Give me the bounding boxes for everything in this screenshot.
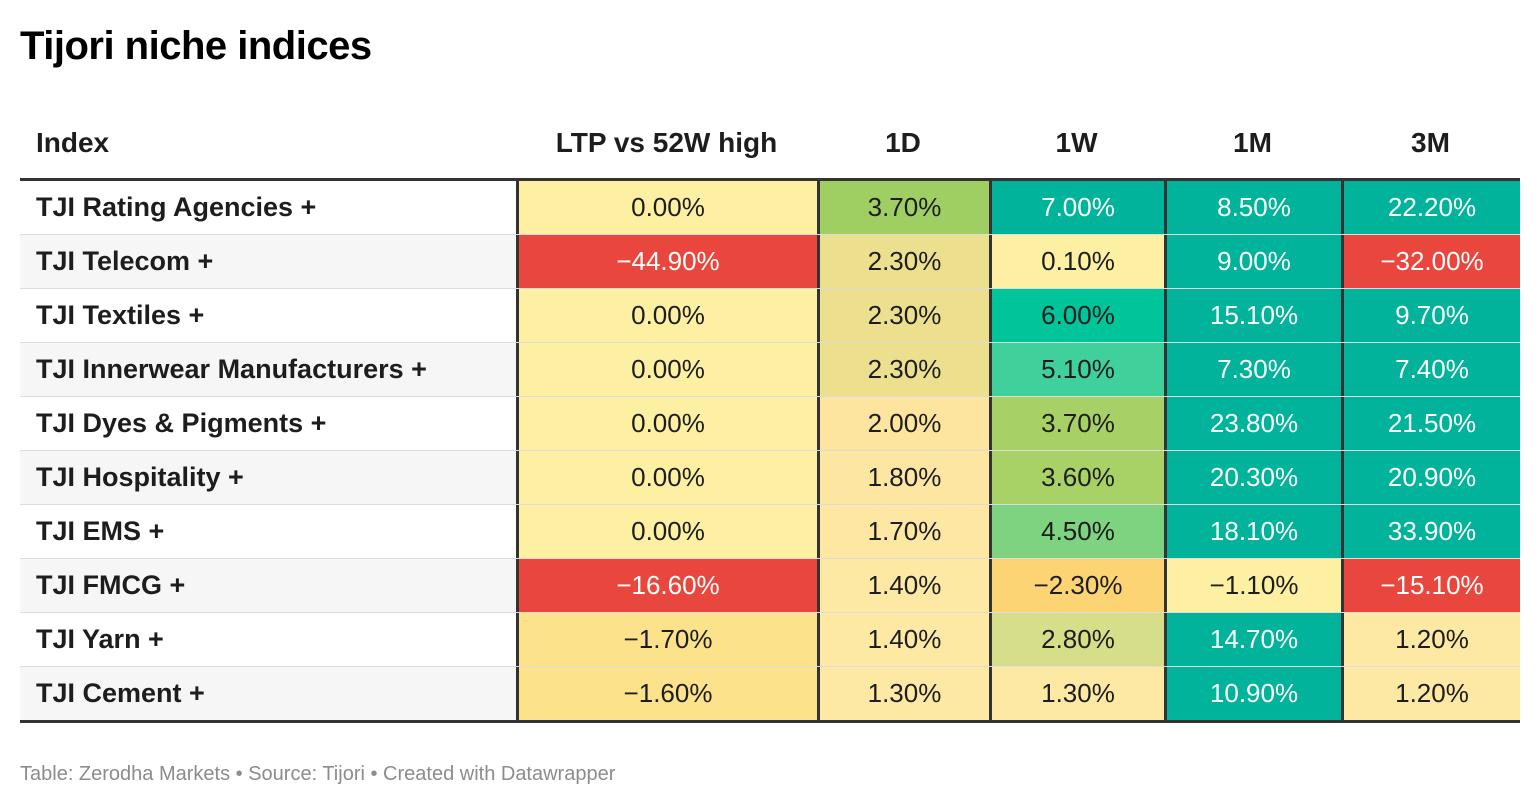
cell-ltp-vs-52w-high: −1.70% — [516, 613, 817, 666]
cell-1w: −2.30% — [989, 559, 1164, 612]
column-header-1m: 1M — [1233, 127, 1272, 158]
row-label: TJI EMS + — [36, 516, 165, 546]
cell-1m: 23.80% — [1164, 397, 1341, 450]
row-label: TJI Rating Agencies + — [36, 192, 317, 222]
cell-1m: −1.10% — [1164, 559, 1341, 612]
cell-1w: 0.10% — [989, 235, 1164, 288]
cell-3m: 22.20% — [1341, 181, 1520, 234]
cell-3m: 9.70% — [1341, 289, 1520, 342]
cell-ltp-vs-52w-high: 0.00% — [516, 181, 817, 234]
cell-1d: 1.70% — [817, 505, 989, 558]
row-label: TJI Innerwear Manufacturers + — [36, 354, 427, 384]
cell-1w: 2.80% — [989, 613, 1164, 666]
column-header-1d: 1D — [885, 127, 921, 158]
cell-1d: 2.30% — [817, 343, 989, 396]
row-label: TJI Textiles + — [36, 300, 205, 330]
cell-1w: 4.50% — [989, 505, 1164, 558]
table-row: TJI Rating Agencies + 0.00% 3.70% 7.00% 8.50… — [20, 181, 1520, 235]
row-label: TJI FMCG + — [36, 570, 186, 600]
cell-1m: 9.00% — [1164, 235, 1341, 288]
cell-1d: 1.40% — [817, 559, 989, 612]
table-header: Index LTP vs 52W high 1D 1W 1M 3M — [20, 108, 1520, 181]
column-header-1w: 1W — [1055, 127, 1098, 158]
row-label: TJI Telecom + — [36, 246, 214, 276]
cell-ltp-vs-52w-high: 0.00% — [516, 451, 817, 504]
cell-3m: −15.10% — [1341, 559, 1520, 612]
cell-1w: 3.70% — [989, 397, 1164, 450]
table-row: TJI Innerwear Manufacturers + 0.00% 2.30% 5… — [20, 343, 1520, 397]
row-label: TJI Yarn + — [36, 624, 164, 654]
cell-1d: 1.30% — [817, 667, 989, 720]
cell-1d: 1.40% — [817, 613, 989, 666]
cell-3m: 1.20% — [1341, 667, 1520, 720]
source-footer: Table: Zerodha Markets • Source: Tijori … — [20, 763, 616, 785]
table-row: TJI Hospitality + 0.00% 1.80% 3.60% 20.30% 20… — [20, 451, 1520, 505]
cell-3m: 1.20% — [1341, 613, 1520, 666]
table-row: TJI Cement + −1.60% 1.30% 1.30% 10.90% 1.20% — [20, 667, 1520, 723]
cell-ltp-vs-52w-high: 0.00% — [516, 343, 817, 396]
indices-table: Index LTP vs 52W high 1D 1W 1M 3M TJI Ra… — [20, 108, 1520, 723]
cell-3m: 21.50% — [1341, 397, 1520, 450]
cell-1m: 20.30% — [1164, 451, 1341, 504]
cell-ltp-vs-52w-high: 0.00% — [516, 289, 817, 342]
row-label: TJI Hospitality + — [36, 462, 244, 492]
cell-1d: 1.80% — [817, 451, 989, 504]
cell-3m: 33.90% — [1341, 505, 1520, 558]
table-row: TJI EMS + 0.00% 1.70% 4.50% 18.10% 33.90% — [20, 505, 1520, 559]
cell-1d: 2.30% — [817, 235, 989, 288]
cell-3m: 7.40% — [1341, 343, 1520, 396]
cell-1w: 6.00% — [989, 289, 1164, 342]
column-header-ltp-vs-52w-high: LTP vs 52W high — [555, 127, 778, 158]
page-title: Tijori niche indices — [20, 24, 372, 68]
cell-1d: 2.30% — [817, 289, 989, 342]
cell-ltp-vs-52w-high: −44.90% — [516, 235, 817, 288]
table-row: TJI Yarn + −1.70% 1.40% 2.80% 14.70% 1.20% — [20, 613, 1520, 667]
cell-1w: 5.10% — [989, 343, 1164, 396]
cell-1m: 10.90% — [1164, 667, 1341, 720]
cell-1d: 3.70% — [817, 181, 989, 234]
cell-1d: 2.00% — [817, 397, 989, 450]
cell-1m: 14.70% — [1164, 613, 1341, 666]
cell-1m: 18.10% — [1164, 505, 1341, 558]
table-row: TJI Telecom + −44.90% 2.30% 0.10% 9.00% −32.0… — [20, 235, 1520, 289]
table-row: TJI FMCG + −16.60% 1.40% −2.30% −1.10% −15.10… — [20, 559, 1520, 613]
row-label: TJI Dyes & Pigments + — [36, 408, 327, 438]
cell-ltp-vs-52w-high: −1.60% — [516, 667, 817, 720]
cell-ltp-vs-52w-high: −16.60% — [516, 559, 817, 612]
cell-1m: 15.10% — [1164, 289, 1341, 342]
column-header-3m: 3M — [1411, 127, 1450, 158]
column-header-index: Index — [36, 127, 110, 158]
cell-1w: 3.60% — [989, 451, 1164, 504]
row-label: TJI Cement + — [36, 678, 205, 708]
cell-3m: 20.90% — [1341, 451, 1520, 504]
table-body: TJI Rating Agencies +0.00% 3.70% 7.00% 8.50… — [20, 181, 1520, 723]
table-row: TJI Dyes & Pigments + 0.00% 2.00% 3.70% 23.8… — [20, 397, 1520, 451]
cell-1m: 7.30% — [1164, 343, 1341, 396]
table-row: TJI Textiles + 0.00% 2.30% 6.00% 15.10% 9.70% — [20, 289, 1520, 343]
cell-ltp-vs-52w-high: 0.00% — [516, 397, 817, 450]
cell-1m: 8.50% — [1164, 181, 1341, 234]
cell-1w: 1.30% — [989, 667, 1164, 720]
cell-1w: 7.00% — [989, 181, 1164, 234]
cell-ltp-vs-52w-high: 0.00% — [516, 505, 817, 558]
cell-3m: −32.00% — [1341, 235, 1520, 288]
